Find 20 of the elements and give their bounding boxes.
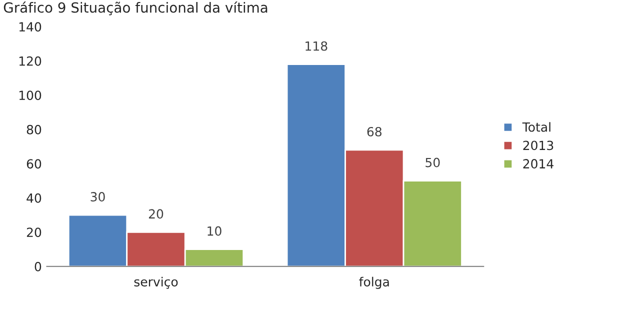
- y-tick-label: 40: [26, 193, 42, 203]
- y-tick-label: 120: [19, 56, 42, 66]
- legend-label: 2013: [523, 140, 554, 150]
- data-label: 20: [148, 209, 164, 219]
- y-tick-label: 60: [26, 159, 42, 169]
- data-label: 118: [306, 41, 328, 51]
- x-tick-label: serviço: [134, 276, 178, 289]
- data-label: 30: [90, 192, 105, 202]
- data-label: 10: [208, 226, 222, 236]
- data-label: 50: [426, 158, 440, 168]
- chart-title: Gráfico 9 Situação funcional da vítima: [4, 1, 268, 16]
- y-tick-label: 20: [26, 228, 42, 238]
- data-label: 68: [367, 126, 382, 136]
- y-tick-label: 100: [19, 90, 42, 100]
- y-tick-label: 140: [19, 22, 42, 32]
- legend-label: 2014: [523, 159, 554, 168]
- y-tick-label: 80: [26, 124, 42, 134]
- y-tick-label: 0: [34, 262, 42, 272]
- x-tick-label: folga: [359, 276, 389, 289]
- legend-label: Total: [522, 122, 550, 132]
